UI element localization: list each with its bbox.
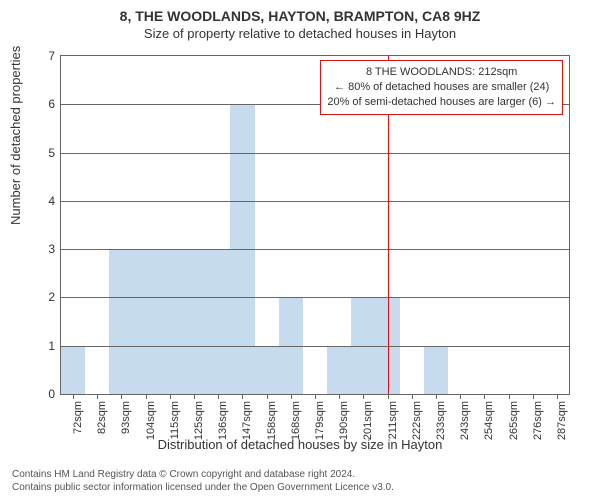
y-axis-label: Number of detached properties bbox=[8, 46, 23, 225]
bar bbox=[206, 249, 230, 394]
x-tick-label: 82sqm bbox=[96, 401, 108, 434]
x-tick-label: 136sqm bbox=[217, 401, 229, 440]
x-tick-label: 243sqm bbox=[459, 401, 471, 440]
annotation-line3: 20% of semi-detached houses are larger (… bbox=[327, 95, 556, 110]
annotation-box: 8 THE WOODLANDS: 212sqm ← 80% of detache… bbox=[320, 60, 563, 115]
x-tick-label: 276sqm bbox=[532, 401, 544, 440]
gridline bbox=[61, 297, 569, 298]
chart-subtitle: Size of property relative to detached ho… bbox=[0, 24, 600, 45]
gridline bbox=[61, 346, 569, 347]
x-tick-label: 211sqm bbox=[387, 401, 399, 439]
bar bbox=[109, 249, 133, 394]
x-tick-label: 222sqm bbox=[411, 401, 423, 440]
x-tick-label: 201sqm bbox=[362, 401, 374, 440]
x-tick-label: 158sqm bbox=[266, 401, 278, 440]
footer-line2: Contains public sector information licen… bbox=[12, 481, 394, 494]
plot-area: 01234567 8 THE WOODLANDS: 212sqm ← 80% o… bbox=[60, 55, 570, 395]
chart-title: 8, THE WOODLANDS, HAYTON, BRAMPTON, CA8 … bbox=[0, 0, 600, 24]
x-tick-label: 265sqm bbox=[508, 401, 520, 440]
y-tick-label: 5 bbox=[48, 146, 61, 160]
x-tick-label: 190sqm bbox=[338, 401, 350, 440]
x-tick-label: 147sqm bbox=[241, 401, 253, 440]
y-tick-label: 6 bbox=[48, 97, 61, 111]
x-tick-label: 254sqm bbox=[483, 401, 495, 440]
y-tick-label: 1 bbox=[48, 339, 61, 353]
x-tick-label: 168sqm bbox=[290, 401, 302, 440]
bar bbox=[158, 249, 182, 394]
y-tick-label: 4 bbox=[48, 194, 61, 208]
bar bbox=[182, 249, 206, 394]
bar bbox=[134, 249, 158, 394]
x-tick-label: 287sqm bbox=[556, 401, 568, 440]
x-axis-label: Distribution of detached houses by size … bbox=[0, 437, 600, 452]
bar bbox=[255, 346, 279, 394]
x-tick-label: 72sqm bbox=[72, 401, 84, 434]
x-tick-label: 93sqm bbox=[120, 401, 132, 434]
footer-line1: Contains HM Land Registry data © Crown c… bbox=[12, 468, 394, 481]
x-tick-label: 125sqm bbox=[193, 401, 205, 440]
bar bbox=[424, 346, 448, 394]
x-tick-label: 233sqm bbox=[435, 401, 447, 440]
x-tick-label: 104sqm bbox=[145, 401, 157, 440]
footer-text: Contains HM Land Registry data © Crown c… bbox=[12, 468, 394, 494]
y-tick-label: 3 bbox=[48, 242, 61, 256]
x-tick-label: 179sqm bbox=[314, 401, 326, 440]
y-tick-label: 7 bbox=[48, 49, 61, 63]
bar bbox=[61, 346, 85, 394]
y-tick-label: 2 bbox=[48, 290, 61, 304]
gridline bbox=[61, 153, 569, 154]
x-tick-label: 115sqm bbox=[169, 401, 181, 439]
gridline bbox=[61, 249, 569, 250]
gridline bbox=[61, 201, 569, 202]
bar bbox=[327, 346, 351, 394]
annotation-line2: ← 80% of detached houses are smaller (24… bbox=[327, 80, 556, 95]
annotation-line1: 8 THE WOODLANDS: 212sqm bbox=[327, 65, 556, 80]
